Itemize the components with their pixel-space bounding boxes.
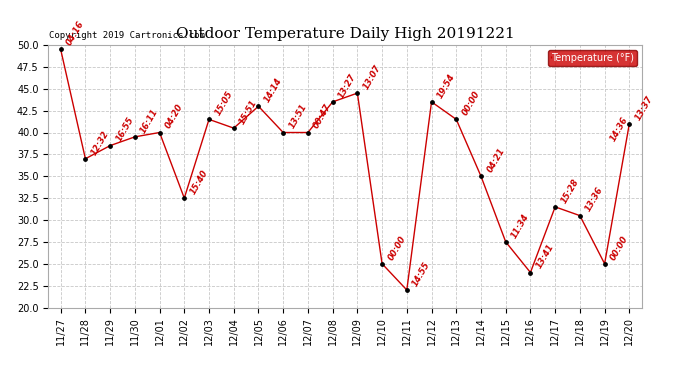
- Text: 00:47: 00:47: [312, 102, 333, 130]
- Point: [105, 142, 116, 148]
- Text: 11:34: 11:34: [510, 212, 531, 240]
- Text: 12:32: 12:32: [90, 129, 111, 157]
- Text: 15:40: 15:40: [188, 168, 210, 196]
- Text: 00:00: 00:00: [609, 234, 630, 262]
- Point: [475, 173, 486, 179]
- Text: 15:05: 15:05: [213, 89, 235, 117]
- Text: Copyright 2019 Cartronics.com: Copyright 2019 Cartronics.com: [50, 31, 206, 40]
- Point: [624, 121, 635, 127]
- Point: [302, 129, 313, 135]
- Text: 14:36: 14:36: [609, 116, 630, 144]
- Point: [500, 239, 511, 245]
- Point: [228, 125, 239, 131]
- Text: 13:37: 13:37: [633, 94, 655, 122]
- Text: 13:27: 13:27: [337, 72, 358, 100]
- Text: 00:00: 00:00: [460, 89, 482, 117]
- Title: Outdoor Temperature Daily High 20191221: Outdoor Temperature Daily High 20191221: [176, 27, 514, 41]
- Text: 00:00: 00:00: [386, 234, 408, 262]
- Legend: Temperature (°F): Temperature (°F): [548, 50, 637, 66]
- Point: [574, 213, 585, 219]
- Text: 16:11: 16:11: [139, 107, 160, 135]
- Text: 19:54: 19:54: [435, 72, 457, 100]
- Point: [377, 261, 388, 267]
- Text: 15:51: 15:51: [238, 98, 259, 126]
- Point: [204, 116, 215, 122]
- Point: [253, 103, 264, 109]
- Text: 04:21: 04:21: [485, 146, 506, 174]
- Text: 13:51: 13:51: [287, 102, 308, 130]
- Text: 04:16: 04:16: [65, 20, 86, 47]
- Point: [277, 129, 288, 135]
- Text: 13:41: 13:41: [535, 243, 556, 270]
- Point: [80, 156, 91, 162]
- Text: 15:28: 15:28: [560, 177, 580, 205]
- Point: [525, 270, 536, 276]
- Point: [55, 46, 66, 53]
- Point: [327, 99, 338, 105]
- Point: [550, 204, 561, 210]
- Point: [426, 99, 437, 105]
- Text: 04:20: 04:20: [164, 102, 185, 130]
- Text: 14:14: 14:14: [263, 76, 284, 104]
- Point: [451, 116, 462, 122]
- Point: [402, 287, 413, 293]
- Text: 13:36: 13:36: [584, 186, 605, 213]
- Text: 13:07: 13:07: [362, 63, 383, 91]
- Point: [154, 129, 165, 135]
- Text: 16:55: 16:55: [115, 116, 135, 144]
- Point: [179, 195, 190, 201]
- Point: [129, 134, 140, 140]
- Point: [599, 261, 610, 267]
- Text: 14:55: 14:55: [411, 260, 432, 288]
- Point: [352, 90, 363, 96]
